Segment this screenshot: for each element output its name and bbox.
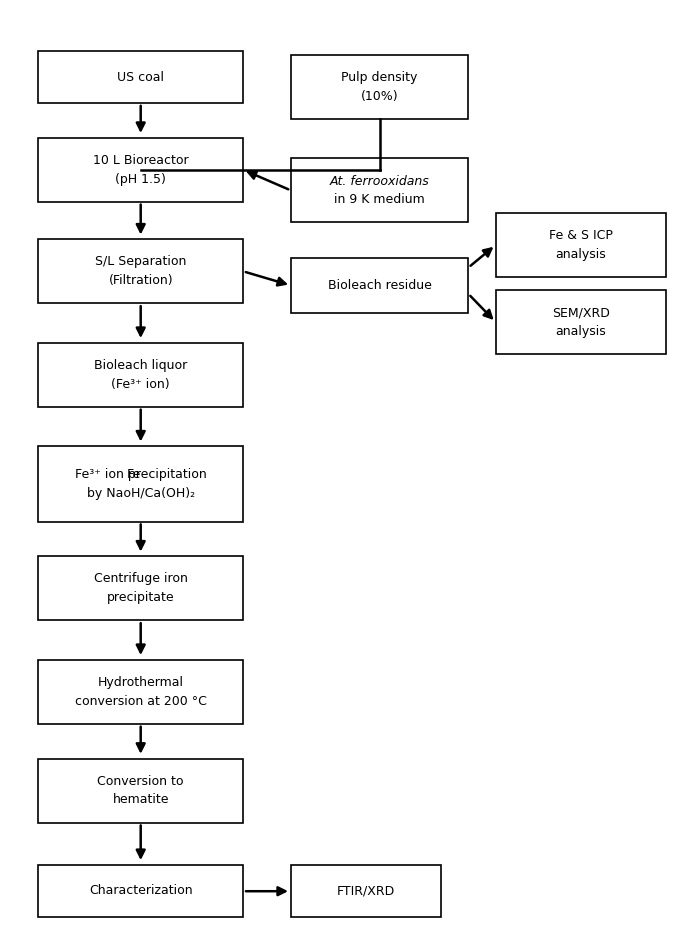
FancyBboxPatch shape [291, 55, 468, 119]
FancyBboxPatch shape [38, 446, 243, 522]
Text: Characterization: Characterization [89, 884, 193, 897]
Text: At. ferrooxidans: At. ferrooxidans [330, 175, 430, 188]
Text: Pulp density: Pulp density [341, 71, 418, 84]
Text: hematite: hematite [113, 793, 169, 807]
Text: Conversion to: Conversion to [97, 774, 184, 788]
Text: (pH 1.5): (pH 1.5) [115, 173, 166, 186]
Text: conversion at 200 °C: conversion at 200 °C [75, 695, 207, 708]
Text: US coal: US coal [117, 70, 164, 84]
FancyBboxPatch shape [495, 213, 666, 277]
FancyBboxPatch shape [495, 290, 666, 354]
Text: Fe & S ICP: Fe & S ICP [549, 229, 613, 242]
Text: Fe: Fe [126, 468, 141, 481]
FancyBboxPatch shape [291, 158, 468, 222]
Text: SEM/XRD: SEM/XRD [552, 307, 610, 319]
FancyBboxPatch shape [291, 865, 441, 917]
FancyBboxPatch shape [38, 138, 243, 202]
Text: (Fe³⁺ ion): (Fe³⁺ ion) [111, 378, 170, 391]
Text: (Filtration): (Filtration) [108, 274, 173, 288]
FancyBboxPatch shape [291, 258, 468, 313]
FancyBboxPatch shape [38, 758, 243, 823]
FancyBboxPatch shape [38, 556, 243, 621]
Text: Bioleach residue: Bioleach residue [328, 279, 432, 292]
FancyBboxPatch shape [38, 660, 243, 724]
Text: analysis: analysis [556, 325, 607, 338]
FancyBboxPatch shape [38, 865, 243, 917]
Text: Fe³⁺ ion precipitation: Fe³⁺ ion precipitation [75, 468, 207, 481]
Text: S/L Separation: S/L Separation [95, 255, 187, 269]
Text: Hydrothermal: Hydrothermal [97, 676, 184, 689]
Text: (10%): (10%) [361, 90, 399, 102]
Text: Bioleach liquor: Bioleach liquor [94, 359, 187, 372]
Text: precipitate: precipitate [107, 591, 175, 605]
FancyBboxPatch shape [38, 343, 243, 407]
Text: FTIR/XRD: FTIR/XRD [337, 884, 395, 897]
Text: by NaoH/Ca(OH)₂: by NaoH/Ca(OH)₂ [86, 487, 195, 500]
FancyBboxPatch shape [38, 51, 243, 102]
Text: Centrifuge iron: Centrifuge iron [94, 572, 188, 586]
Text: analysis: analysis [556, 248, 607, 261]
Text: 10 L Bioreactor: 10 L Bioreactor [93, 154, 189, 167]
FancyBboxPatch shape [38, 239, 243, 304]
Text: in 9 K medium: in 9 K medium [334, 194, 425, 206]
